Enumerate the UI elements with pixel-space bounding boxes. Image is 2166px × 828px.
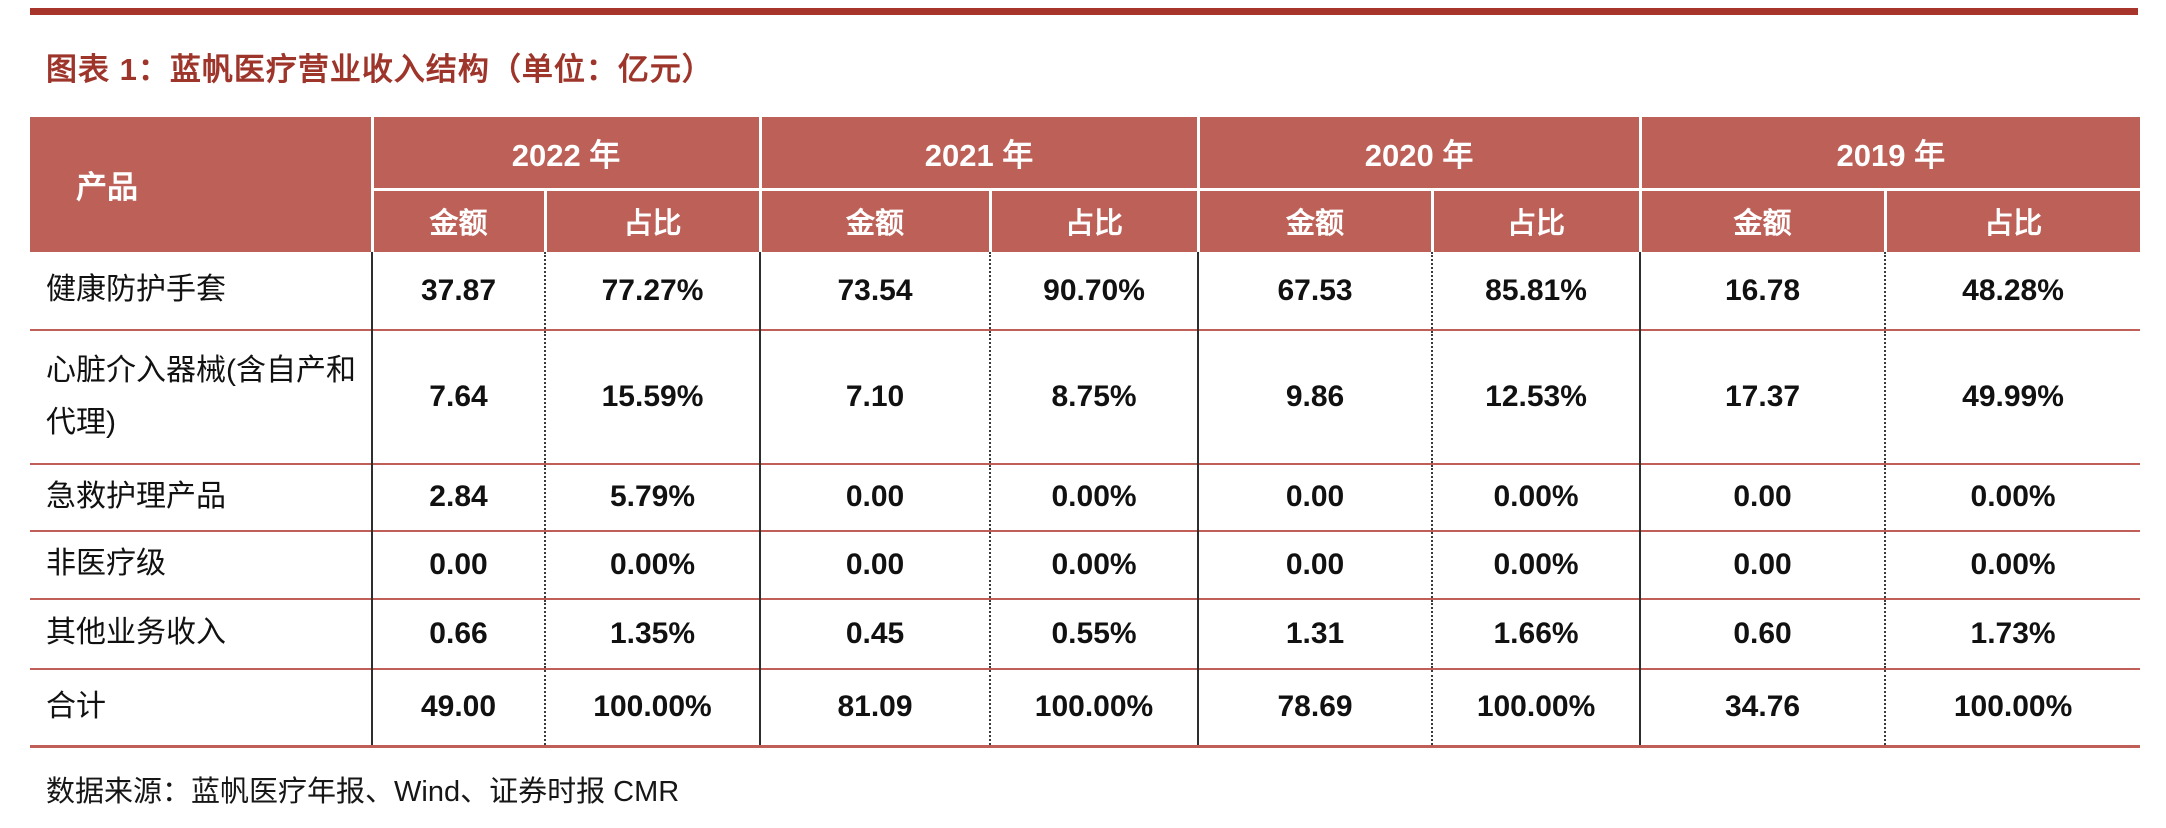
value-cell: 0.45 xyxy=(759,597,991,669)
year-header-2020: 2020 年 xyxy=(1196,117,1641,191)
value-cell: 0.00 xyxy=(1197,529,1433,599)
value-cell: 73.54 xyxy=(759,252,991,330)
year-header-2022: 2022 年 xyxy=(370,117,761,191)
value-cell: 100.00% xyxy=(1884,667,2141,748)
value-cell: 0.66 xyxy=(371,597,545,669)
value-cell: 0.00 xyxy=(1639,463,1886,531)
product-cell: 健康防护手套 xyxy=(30,252,372,330)
value-cell: 77.27% xyxy=(543,252,761,330)
value-cell: 49.00 xyxy=(371,667,545,748)
year-header-2021: 2021 年 xyxy=(758,117,1199,191)
value-cell: 1.73% xyxy=(1884,597,2141,669)
value-cell: 0.00% xyxy=(543,529,761,599)
value-cell: 37.87 xyxy=(371,252,545,330)
header-row-metrics: 金额 占比 金额 占比 金额 占比 金额 占比 xyxy=(30,189,2141,252)
value-cell: 0.00% xyxy=(1431,463,1641,531)
value-cell: 100.00% xyxy=(1431,667,1641,748)
product-cell: 合计 xyxy=(30,667,372,748)
value-cell: 0.00% xyxy=(1884,529,2141,599)
table-row-total: 合计 49.00 100.00% 81.09 100.00% 78.69 100… xyxy=(30,667,2141,748)
value-cell: 12.53% xyxy=(1431,329,1641,464)
share-header-2021: 占比 xyxy=(988,189,1199,252)
value-cell: 0.55% xyxy=(989,597,1199,669)
year-header-2019: 2019 年 xyxy=(1638,117,2141,191)
product-cell: 急救护理产品 xyxy=(30,463,372,531)
value-cell: 34.76 xyxy=(1639,667,1886,748)
value-cell: 85.81% xyxy=(1431,252,1641,330)
value-cell: 9.86 xyxy=(1197,329,1433,464)
value-cell: 0.00% xyxy=(1884,463,2141,531)
product-column-header: 产品 xyxy=(30,117,374,252)
data-source-note: 数据来源：蓝帆医疗年报、Wind、证券时报 CMR xyxy=(46,776,680,808)
amount-header-2021: 金额 xyxy=(758,189,991,252)
value-cell: 90.70% xyxy=(989,252,1199,330)
value-cell: 1.35% xyxy=(543,597,761,669)
amount-header-2019: 金额 xyxy=(1638,189,1886,252)
value-cell: 15.59% xyxy=(543,329,761,464)
value-cell: 16.78 xyxy=(1639,252,1886,330)
value-cell: 0.00% xyxy=(989,529,1199,599)
value-cell: 7.64 xyxy=(371,329,545,464)
value-cell: 67.53 xyxy=(1197,252,1433,330)
value-cell: 81.09 xyxy=(759,667,991,748)
amount-header-2022: 金额 xyxy=(370,189,545,252)
value-cell: 0.00 xyxy=(759,529,991,599)
value-cell: 2.84 xyxy=(371,463,545,531)
value-cell: 0.00 xyxy=(1639,529,1886,599)
share-header-2022: 占比 xyxy=(543,189,761,252)
share-header-2019: 占比 xyxy=(1883,189,2141,252)
amount-header-2020: 金额 xyxy=(1196,189,1433,252)
value-cell: 100.00% xyxy=(989,667,1199,748)
value-cell: 1.66% xyxy=(1431,597,1641,669)
accent-top-rule xyxy=(30,8,2138,15)
figure-title: 图表 1：蓝帆医疗营业收入结构（单位：亿元） xyxy=(46,52,714,87)
table-row-other-income: 其他业务收入 0.66 1.35% 0.45 0.55% 1.31 1.66% … xyxy=(30,597,2141,669)
value-cell: 0.60 xyxy=(1639,597,1886,669)
revenue-structure-table: 产品 2022 年 2021 年 2020 年 2019 年 金额 占比 金额 … xyxy=(30,117,2141,748)
value-cell: 100.00% xyxy=(543,667,761,748)
value-cell: 1.31 xyxy=(1197,597,1433,669)
table-row-gloves: 健康防护手套 37.87 77.27% 73.54 90.70% 67.53 8… xyxy=(30,252,2141,330)
value-cell: 0.00 xyxy=(371,529,545,599)
product-cell: 心脏介入器械(含自产和代理) xyxy=(30,329,372,464)
value-cell: 5.79% xyxy=(543,463,761,531)
value-cell: 78.69 xyxy=(1197,667,1433,748)
table-row-emergency-care: 急救护理产品 2.84 5.79% 0.00 0.00% 0.00 0.00% … xyxy=(30,463,2141,531)
share-header-2020: 占比 xyxy=(1430,189,1641,252)
value-cell: 0.00 xyxy=(759,463,991,531)
value-cell: 7.10 xyxy=(759,329,991,464)
product-cell: 非医疗级 xyxy=(30,529,372,599)
value-cell: 0.00 xyxy=(1197,463,1433,531)
value-cell: 0.00% xyxy=(1431,529,1641,599)
product-cell: 其他业务收入 xyxy=(30,597,372,669)
table-row-cardiac-devices: 心脏介入器械(含自产和代理) 7.64 15.59% 7.10 8.75% 9.… xyxy=(30,329,2141,464)
value-cell: 8.75% xyxy=(989,329,1199,464)
value-cell: 48.28% xyxy=(1884,252,2141,330)
table-row-non-medical-grade: 非医疗级 0.00 0.00% 0.00 0.00% 0.00 0.00% 0.… xyxy=(30,529,2141,599)
header-row-years: 产品 2022 年 2021 年 2020 年 2019 年 xyxy=(30,117,2141,252)
value-cell: 49.99% xyxy=(1884,329,2141,464)
value-cell: 0.00% xyxy=(989,463,1199,531)
value-cell: 17.37 xyxy=(1639,329,1886,464)
